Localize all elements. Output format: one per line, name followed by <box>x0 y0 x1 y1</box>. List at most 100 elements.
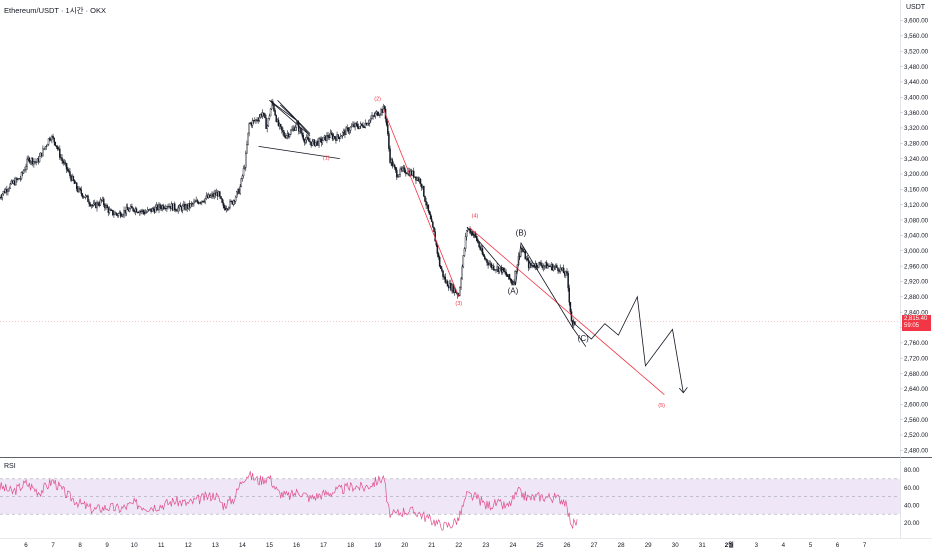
candle-body <box>55 145 58 147</box>
current-price-tag: 2,815.40 59:05 <box>902 315 931 331</box>
candle-body <box>428 210 431 215</box>
wave-label: (C) <box>578 334 589 343</box>
time-tick-label: 29 <box>645 542 652 549</box>
wave-label: (1) <box>323 155 330 161</box>
time-tick-label: 17 <box>320 542 327 549</box>
price-tick-label: 3,240.00 <box>904 156 929 163</box>
candle-body <box>60 157 62 159</box>
candle-body <box>339 136 342 139</box>
candle-body <box>524 251 527 260</box>
time-tick-label: 11 <box>158 542 165 549</box>
price-tick-label: 2,840.00 <box>904 309 929 316</box>
candle-body <box>328 137 330 139</box>
candle-body <box>361 123 363 126</box>
candle-body <box>62 160 64 164</box>
candle-body <box>440 265 442 269</box>
candle-body <box>239 186 241 194</box>
price-tick-label: 3,280.00 <box>904 141 929 148</box>
candle-body <box>419 179 422 185</box>
candle-body <box>498 268 501 273</box>
candle-body <box>140 210 142 212</box>
candle-body <box>15 178 17 186</box>
candle-body <box>431 218 433 223</box>
time-tick-label: 7 <box>51 542 55 549</box>
candle-body <box>427 204 430 212</box>
projection-arrow-icon <box>678 387 688 394</box>
wave-label: (2) <box>374 97 381 103</box>
wave-label: (A) <box>508 287 519 296</box>
candle-body <box>452 284 454 293</box>
candle-body <box>258 116 261 121</box>
price-tick-label: 3,520.00 <box>904 48 929 55</box>
candle-body <box>538 262 540 268</box>
candle-body <box>283 131 285 137</box>
candle-body <box>423 185 425 197</box>
candle-body <box>142 209 144 213</box>
candle-body <box>542 266 545 268</box>
price-tick-label: 2,560.00 <box>904 417 929 424</box>
candle-body <box>327 134 329 138</box>
candle-body <box>179 204 182 208</box>
candle-body <box>222 202 224 206</box>
candle-body <box>88 201 90 205</box>
candle-body <box>399 168 401 175</box>
candle-body <box>132 207 134 211</box>
candle-body <box>251 120 254 126</box>
candle-body <box>131 206 133 209</box>
candle-body <box>204 198 206 203</box>
candle-body <box>282 130 284 133</box>
candle-body <box>65 163 68 170</box>
candle-body <box>354 123 356 128</box>
candle-body <box>329 132 332 138</box>
candle-body <box>485 258 487 260</box>
time-tick-label: 14 <box>239 542 246 549</box>
candle-body <box>307 137 309 140</box>
candle-body <box>295 122 298 128</box>
candle-body <box>267 118 270 127</box>
candle-body <box>73 180 76 184</box>
time-tick-label: 20 <box>401 542 408 549</box>
candle-body <box>270 101 273 110</box>
candle-body <box>54 141 57 146</box>
candle-body <box>311 141 314 146</box>
candle-body <box>228 207 230 210</box>
candle-body <box>463 248 466 256</box>
candle-body <box>341 132 344 136</box>
candle-body <box>68 170 70 172</box>
candle-body <box>532 265 534 267</box>
candle-body <box>174 203 176 210</box>
price-tick-label: 3,440.00 <box>904 79 929 86</box>
candle-body <box>234 196 237 202</box>
candle-body <box>181 205 184 211</box>
candle-body <box>48 138 51 140</box>
candle-body <box>61 157 63 161</box>
candle-body <box>464 236 467 249</box>
candle-body <box>340 135 343 138</box>
time-tick-label: 28 <box>618 542 625 549</box>
time-tick-label: 25 <box>537 542 544 549</box>
candle-body <box>240 178 243 187</box>
candle-body <box>245 152 247 168</box>
candle-body <box>543 265 546 267</box>
candle-body <box>358 125 361 129</box>
candle-body <box>263 112 265 115</box>
candle-body <box>301 132 303 136</box>
candle-body <box>38 156 41 163</box>
candle-body <box>294 127 297 131</box>
price-tick-label: 3,320.00 <box>904 125 929 132</box>
candle-body <box>96 202 98 209</box>
candle-body <box>1 193 4 198</box>
candle-body <box>279 123 282 127</box>
candle-body <box>247 132 249 145</box>
price-tick-label: 2,480.00 <box>904 448 929 455</box>
candle-body <box>388 133 390 149</box>
candle-body <box>374 113 377 117</box>
candle-body <box>425 201 427 206</box>
candle-body <box>53 137 55 143</box>
candle-body <box>19 178 22 180</box>
candle-body <box>535 263 538 267</box>
candle-body <box>50 139 52 141</box>
candle-body <box>570 311 573 321</box>
candle-body <box>460 278 462 288</box>
